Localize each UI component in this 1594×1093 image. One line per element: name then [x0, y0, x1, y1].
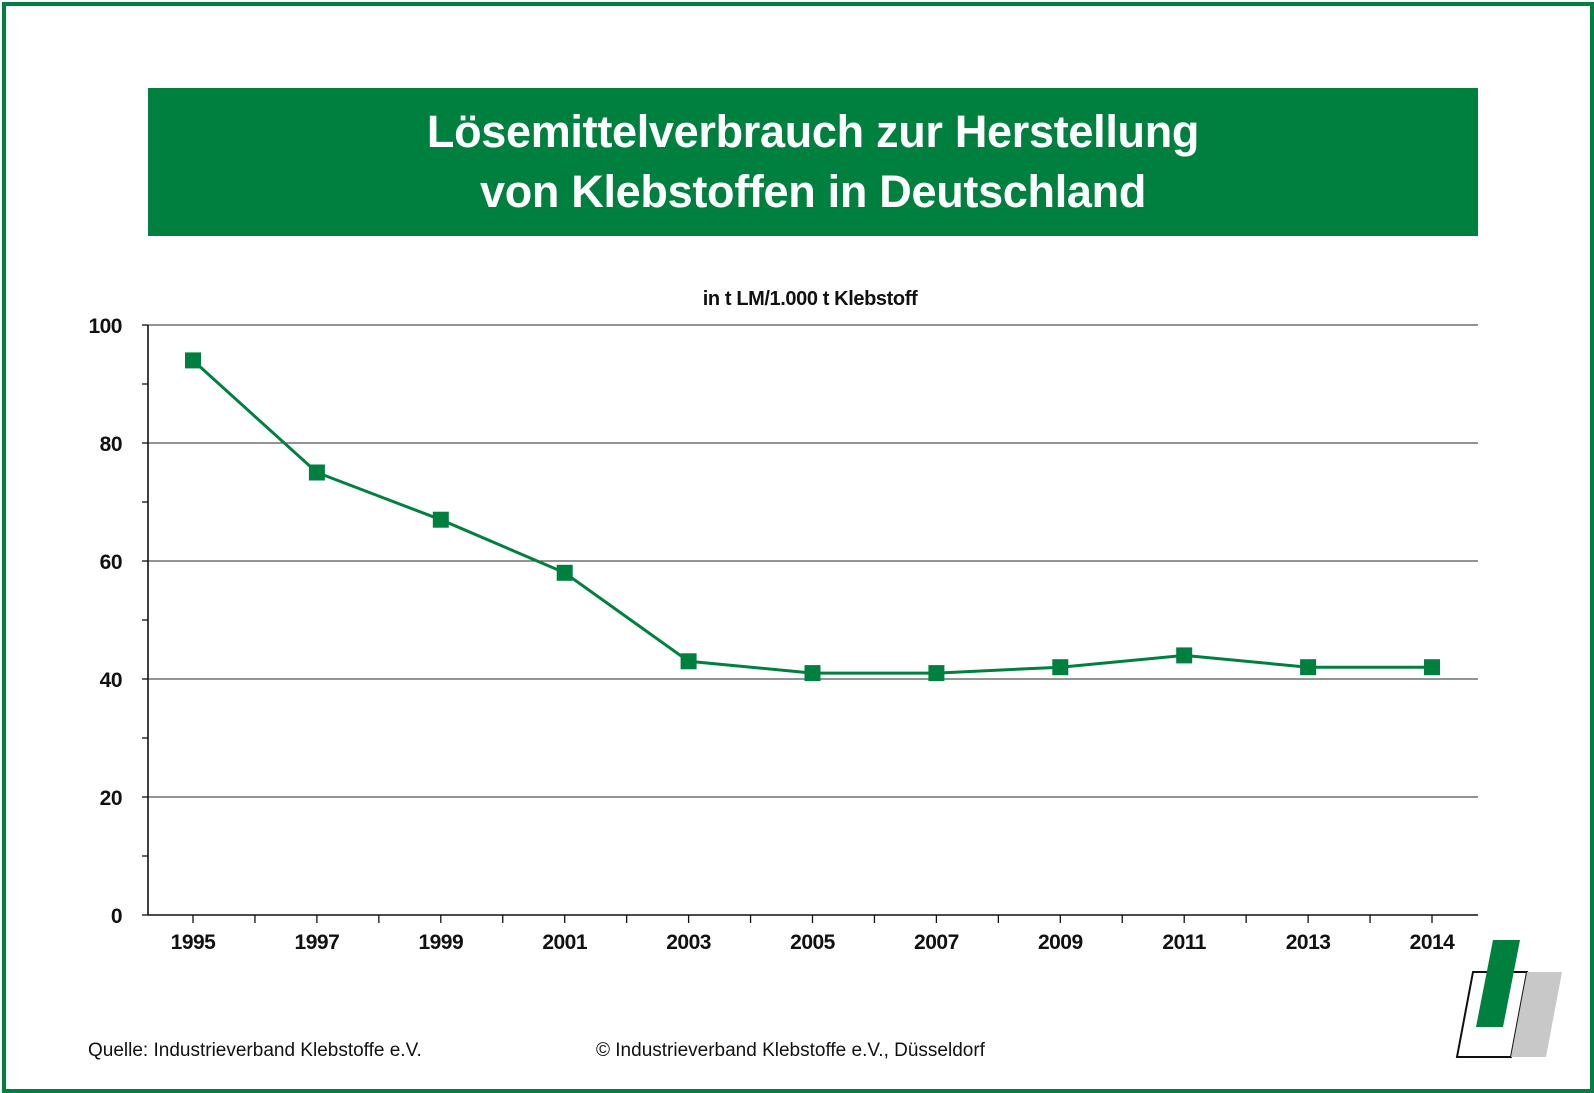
data-point-marker	[556, 564, 573, 581]
y-tick-label: 20	[100, 787, 122, 810]
series-line	[191, 359, 1432, 675]
chart-title-line-1: Lösemittelverbrauch zur Herstellung	[426, 106, 1200, 157]
x-tick-label: 2003	[666, 931, 711, 954]
x-tick-label: 2013	[1286, 931, 1331, 954]
unit-label: in t LM/1.000 t Klebstoff	[702, 288, 918, 310]
data-point-marker	[804, 665, 821, 682]
y-tick-label: 0	[111, 905, 122, 928]
copyright-note: © Industrieverband Klebstoffe e.V., Düss…	[596, 1040, 985, 1061]
data-point-marker	[432, 511, 449, 528]
x-tick-label: 1995	[171, 931, 217, 954]
data-point-marker	[1424, 659, 1440, 676]
data-point-marker	[308, 464, 325, 481]
x-tick-label: 1999	[418, 931, 463, 954]
chart-title-banner: Lösemittelverbrauch zur Herstellung von …	[148, 88, 1478, 236]
data-point-marker	[1300, 659, 1317, 676]
data-point-marker	[928, 665, 945, 682]
source-note: Quelle: Industrieverband Klebstoffe e.V.	[88, 1040, 422, 1061]
x-tick-label: 2005	[790, 931, 836, 954]
data-point-marker	[185, 352, 201, 369]
chart-title-line-2: von Klebstoffen in Deutschland	[479, 166, 1147, 217]
industrieverband-klebstoffe-logo-icon	[1455, 940, 1562, 1058]
x-tick-label: 2001	[542, 931, 588, 954]
y-tick-label: 80	[100, 433, 122, 456]
x-tick-label: 2007	[914, 931, 959, 954]
x-tick-label: 2014	[1410, 931, 1456, 954]
data-point-marker	[680, 653, 697, 670]
logo-gray-shape	[1511, 972, 1562, 1057]
x-tick-label: 1997	[295, 931, 340, 954]
x-tick-label: 2011	[1162, 931, 1206, 954]
logo-green-bar	[1476, 940, 1520, 1027]
data-point-marker	[1176, 647, 1193, 664]
data-point-marker	[1052, 659, 1069, 676]
x-tick-label: 2009	[1038, 931, 1083, 954]
y-tick-label: 60	[100, 551, 122, 574]
y-tick-label: 40	[100, 669, 122, 692]
y-tick-label: 100	[88, 315, 122, 338]
